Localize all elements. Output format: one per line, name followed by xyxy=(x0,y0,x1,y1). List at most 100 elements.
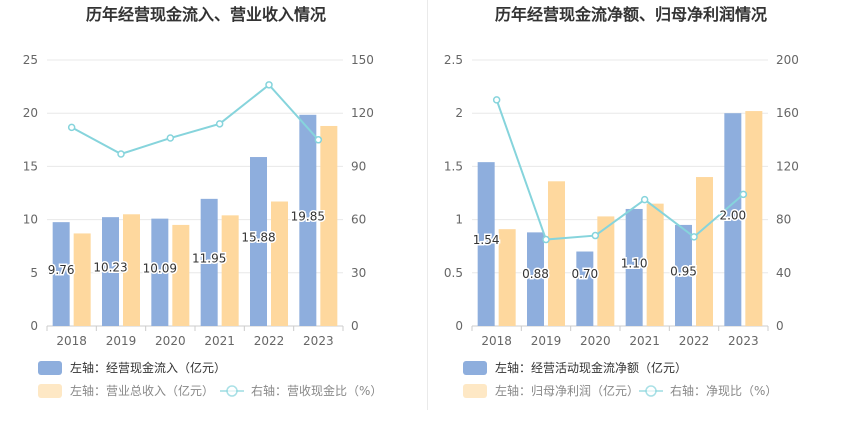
bar-secondary[interactable] xyxy=(646,203,664,326)
bar-secondary[interactable] xyxy=(221,215,239,326)
x-axis-tick-label: 2019 xyxy=(531,334,562,348)
legend-swatch[interactable] xyxy=(463,384,487,398)
legend-line-marker[interactable] xyxy=(226,385,238,397)
ratio-line xyxy=(71,83,320,156)
legend-label[interactable]: 左轴：经营活动现金流净额（亿元） xyxy=(495,360,687,375)
legend-label[interactable]: 左轴：经营现金流入（亿元） xyxy=(70,360,226,375)
bar-primary[interactable] xyxy=(576,251,594,326)
ratio-point[interactable] xyxy=(492,96,501,104)
bar-secondary[interactable] xyxy=(271,201,288,326)
left-axis-tick-label: 10 xyxy=(23,213,38,227)
bar-primary[interactable] xyxy=(675,224,692,326)
x-axis-tick-label: 2023 xyxy=(728,334,759,348)
legend-swatch[interactable] xyxy=(38,361,62,375)
x-axis-tick-label: 2022 xyxy=(254,334,285,348)
ratio-point[interactable] xyxy=(265,81,273,89)
legend-label[interactable]: 右轴：营收现金比（%） xyxy=(251,383,382,398)
x-axis-tick-label: 2019 xyxy=(106,334,137,348)
legend-label[interactable]: 左轴：营业总收入（亿元） xyxy=(70,383,214,398)
bar-primary[interactable] xyxy=(102,217,119,326)
left-axis-tick-label: 25 xyxy=(23,53,38,67)
x-axis-tick-label: 2021 xyxy=(204,334,235,348)
x-axis-tick-label: 2018 xyxy=(481,334,512,348)
bar-secondary[interactable] xyxy=(745,111,763,327)
right-axis-tick-label: 120 xyxy=(776,159,799,173)
bar-primary[interactable] xyxy=(527,232,544,326)
legend-swatch[interactable] xyxy=(463,361,487,375)
chart-title: 历年经营现金流入、营业收入情况 xyxy=(86,5,326,24)
ratio-point[interactable] xyxy=(117,150,125,158)
left-axis-tick-label: 2 xyxy=(455,106,463,120)
bar-data-label: 0.95 xyxy=(670,264,697,278)
right-axis-tick-label: 60 xyxy=(351,213,366,227)
bar-primary[interactable] xyxy=(200,198,218,326)
left-axis-tick-label: 0.5 xyxy=(444,266,463,280)
bar-data-label: 19.85 xyxy=(291,209,325,223)
ratio-point[interactable] xyxy=(690,233,698,241)
bar-secondary[interactable] xyxy=(123,214,140,326)
right-axis-tick-label: 160 xyxy=(776,106,799,120)
left-axis-tick-label: 0 xyxy=(455,319,463,333)
cash-inflow-revenue-chart: 历年经营现金流入、营业收入情况 0 5 10 15 20 25 0 30 60 90 120 150 20… xyxy=(23,5,382,398)
legend-label[interactable]: 右轴：净现比（%） xyxy=(670,383,777,398)
bar-secondary[interactable] xyxy=(73,233,91,326)
legend-label[interactable]: 左轴：归母净利润（亿元） xyxy=(495,383,639,398)
right-axis-tick-label: 120 xyxy=(351,106,374,120)
ratio-point[interactable] xyxy=(591,231,600,240)
x-axis-tick-label: 2022 xyxy=(679,334,710,348)
bar-data-label: 11.95 xyxy=(192,251,226,265)
bar-primary[interactable] xyxy=(250,157,267,326)
left-axis-tick-label: 1 xyxy=(455,213,463,227)
bar-data-label: 2.00 xyxy=(719,209,746,223)
right-axis-tick-label: 80 xyxy=(776,213,791,227)
bar-primary[interactable] xyxy=(625,208,643,326)
left-axis-tick-label: 15 xyxy=(23,159,38,173)
right-axis-tick-label: 200 xyxy=(776,53,799,67)
left-axis-tick-label: 1.5 xyxy=(444,159,463,173)
x-axis-tick-label: 2018 xyxy=(56,334,87,348)
legend-line-marker[interactable] xyxy=(645,385,657,397)
bar-primary[interactable] xyxy=(477,162,495,326)
ratio-line xyxy=(495,99,744,241)
right-axis-tick-label: 30 xyxy=(351,266,366,280)
ratio-point[interactable] xyxy=(640,195,649,204)
ratio-point[interactable] xyxy=(67,123,76,132)
right-axis-tick-label: 90 xyxy=(351,159,366,173)
right-axis-tick-label: 150 xyxy=(351,53,374,67)
bar-data-label: 9.76 xyxy=(48,263,75,277)
bar-data-label: 0.70 xyxy=(571,267,598,281)
x-axis-tick-label: 2020 xyxy=(155,334,186,348)
bar-data-label: 10.09 xyxy=(143,261,177,275)
ratio-point[interactable] xyxy=(166,134,175,142)
bar-primary[interactable] xyxy=(151,218,169,326)
bar-secondary[interactable] xyxy=(696,177,713,326)
left-axis-tick-label: 5 xyxy=(30,266,38,280)
bar-primary[interactable] xyxy=(724,113,742,326)
ratio-point[interactable] xyxy=(739,190,748,199)
right-axis-tick-label: 0 xyxy=(351,319,359,333)
legend-swatch[interactable] xyxy=(38,384,62,398)
bar-primary[interactable] xyxy=(299,114,317,327)
bar-data-label: 1.54 xyxy=(473,233,500,247)
left-axis-tick-label: 0 xyxy=(30,319,38,333)
bar-primary[interactable] xyxy=(52,222,70,326)
bar-secondary[interactable] xyxy=(172,224,190,326)
right-axis-tick-label: 0 xyxy=(776,319,784,333)
bar-secondary[interactable] xyxy=(320,125,338,326)
bar-data-label: 10.23 xyxy=(93,261,127,275)
ratio-point[interactable] xyxy=(215,120,224,128)
panel-divider xyxy=(427,0,428,410)
left-axis-tick-label: 2.5 xyxy=(444,53,463,67)
bar-secondary[interactable] xyxy=(597,216,615,326)
ratio-point[interactable] xyxy=(314,136,323,144)
bar-data-label: 1.10 xyxy=(621,256,648,270)
x-axis-tick-label: 2020 xyxy=(580,334,611,348)
bar-secondary[interactable] xyxy=(548,181,565,326)
bar-secondary[interactable] xyxy=(498,229,516,326)
ratio-point[interactable] xyxy=(542,235,550,244)
right-axis-tick-label: 40 xyxy=(776,266,791,280)
bar-data-label: 15.88 xyxy=(241,231,275,245)
bar-data-label: 0.88 xyxy=(522,267,549,281)
x-axis-tick-label: 2021 xyxy=(629,334,660,348)
x-axis-tick-label: 2023 xyxy=(303,334,334,348)
